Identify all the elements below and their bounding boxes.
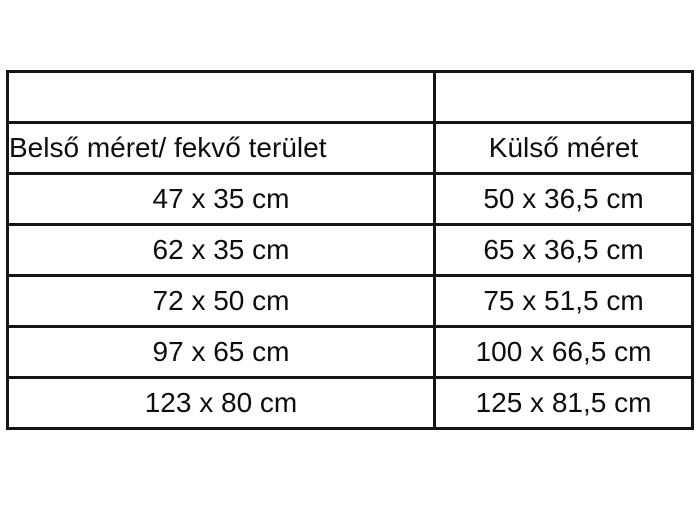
cell-outer-size: 100 x 66,5 cm [433,325,694,379]
cell-outer-size: 125 x 81,5 cm [433,376,694,430]
cell-inner-size: 62 x 35 cm [6,223,436,277]
cell-inner-size-value: 97 x 65 cm [152,336,290,367]
cell-outer-size-value: 75 x 51,5 cm [483,285,644,316]
cell-outer-size: 75 x 51,5 cm [433,274,694,328]
spacer-cell-outer [433,70,694,124]
column-header-outer-size-label: Külső méret [488,132,639,163]
table-header-row: Belső méret/ fekvő terület Külső méret [6,121,694,175]
cell-inner-size-value: 72 x 50 cm [152,285,290,316]
cell-outer-size-value: 50 x 36,5 cm [483,183,644,214]
cell-inner-size-value: 47 x 35 cm [152,183,290,214]
cell-inner-size-value: 62 x 35 cm [152,234,290,265]
cell-inner-size-value: 123 x 80 cm [144,387,298,418]
cell-inner-size: 123 x 80 cm [6,376,436,430]
cell-inner-size: 72 x 50 cm [6,274,436,328]
table-row: 123 x 80 cm 125 x 81,5 cm [6,376,694,430]
column-header-outer-size: Külső méret [433,121,694,175]
cell-outer-size: 50 x 36,5 cm [433,172,694,226]
cell-outer-size-value: 100 x 66,5 cm [475,336,652,367]
column-header-inner-size: Belső méret/ fekvő terület [6,121,436,175]
table-row: 62 x 35 cm 65 x 36,5 cm [6,223,694,277]
spacer-cell-inner [6,70,436,124]
cell-inner-size: 97 x 65 cm [6,325,436,379]
cell-outer-size: 65 x 36,5 cm [433,223,694,277]
cell-inner-size: 47 x 35 cm [6,172,436,226]
table-row: 47 x 35 cm 50 x 36,5 cm [6,172,694,226]
cell-outer-size-value: 125 x 81,5 cm [475,387,652,418]
table-row: 72 x 50 cm 75 x 51,5 cm [6,274,694,328]
cell-outer-size-value: 65 x 36,5 cm [483,234,644,265]
table-row: 97 x 65 cm 100 x 66,5 cm [6,325,694,379]
column-header-inner-size-label: Belső méret/ fekvő terület [9,132,327,163]
table-spacer-row [6,70,694,124]
size-comparison-table: Belső méret/ fekvő terület Külső méret 4… [6,70,694,430]
